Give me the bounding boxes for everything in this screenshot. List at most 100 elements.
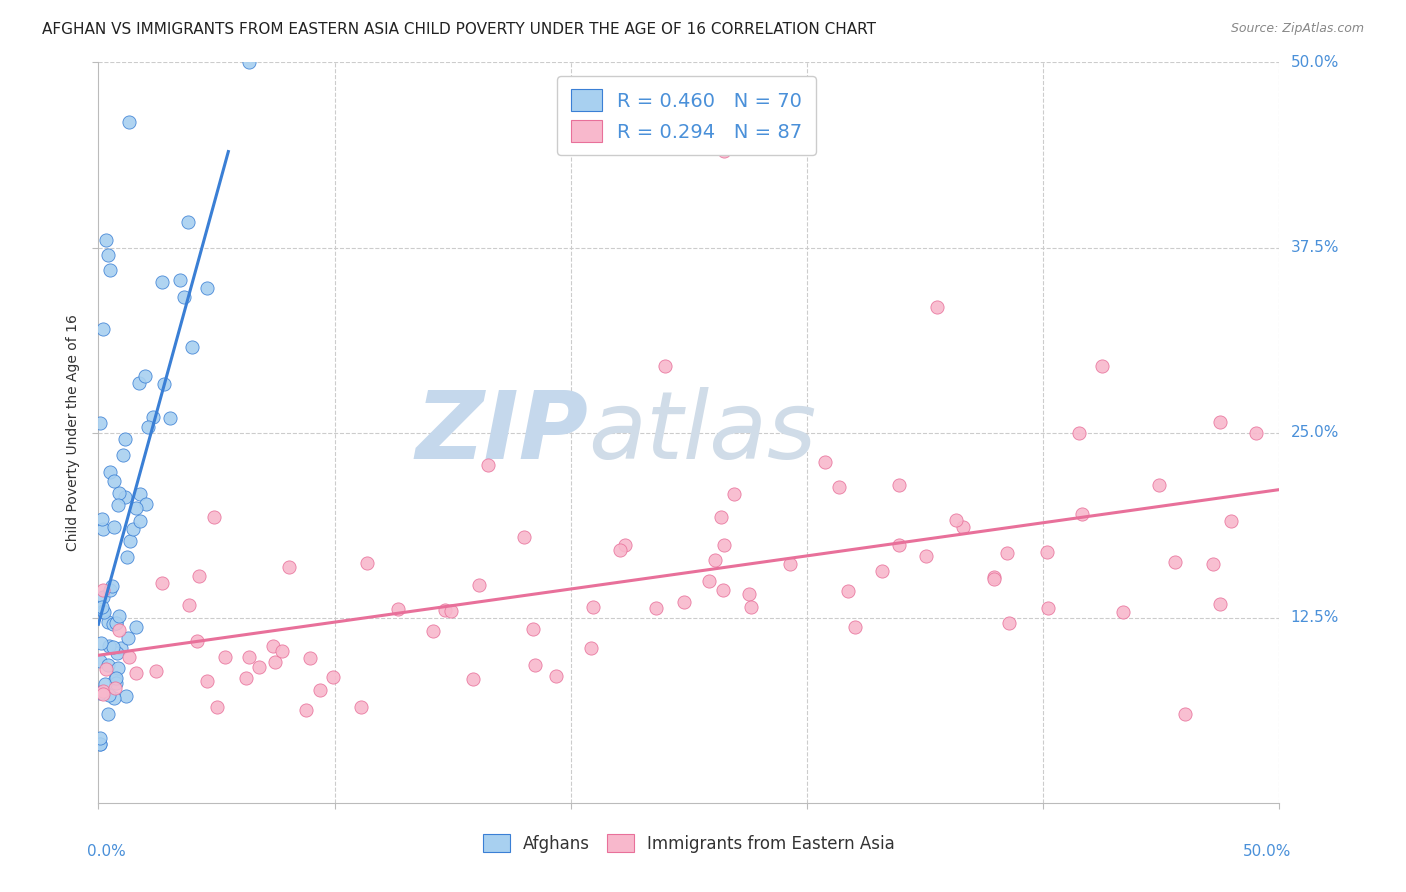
Point <box>89 737 111 751</box>
Point <box>952 519 974 533</box>
Point <box>94 677 117 691</box>
Point <box>125 501 148 516</box>
Point <box>97 639 120 653</box>
Point <box>118 114 141 128</box>
Point <box>644 601 666 615</box>
Point <box>98 262 121 277</box>
Point <box>107 661 129 675</box>
Point <box>115 549 138 564</box>
Point <box>738 587 761 601</box>
Point <box>828 480 851 494</box>
Point <box>150 275 173 289</box>
Point <box>837 584 859 599</box>
Point <box>90 636 112 650</box>
Point <box>1174 706 1197 721</box>
Text: 50.0%: 50.0% <box>1243 844 1291 858</box>
Point <box>90 600 112 615</box>
Point <box>121 523 143 537</box>
Point <box>104 672 127 686</box>
Point <box>104 681 127 695</box>
Point <box>89 737 111 751</box>
Point <box>522 622 544 636</box>
Point <box>94 662 117 676</box>
Point <box>117 631 139 645</box>
Point <box>91 582 114 597</box>
Point <box>294 703 316 717</box>
Point <box>263 656 285 670</box>
Point <box>925 300 948 314</box>
Point <box>89 416 111 430</box>
Point <box>105 616 128 631</box>
Text: ZIP: ZIP <box>416 386 589 479</box>
Point <box>1036 601 1059 615</box>
Point <box>97 657 120 672</box>
Point <box>186 634 208 648</box>
Text: 0.0%: 0.0% <box>87 844 125 858</box>
Point <box>94 233 117 247</box>
Point <box>136 420 159 434</box>
Point <box>1091 359 1114 373</box>
Point <box>945 513 967 527</box>
Point <box>477 458 499 473</box>
Point <box>387 602 409 616</box>
Point <box>298 651 321 665</box>
Point <box>247 660 270 674</box>
Point <box>779 557 801 571</box>
Point <box>1164 555 1187 569</box>
Point <box>1071 507 1094 521</box>
Point <box>271 643 294 657</box>
Point <box>115 690 138 704</box>
Point <box>609 543 631 558</box>
Point <box>887 538 910 552</box>
Point <box>672 594 695 608</box>
Point <box>356 556 378 570</box>
Point <box>110 641 132 656</box>
Point <box>128 486 150 500</box>
Point <box>544 669 567 683</box>
Point <box>108 486 131 500</box>
Point <box>997 615 1019 630</box>
Point <box>93 605 115 619</box>
Point <box>995 546 1018 560</box>
Point <box>1208 597 1230 611</box>
Point <box>461 672 484 686</box>
Point <box>128 376 150 391</box>
Point <box>872 565 894 579</box>
Point <box>205 699 228 714</box>
Point <box>150 575 173 590</box>
Point <box>97 688 120 702</box>
Text: Source: ZipAtlas.com: Source: ZipAtlas.com <box>1230 22 1364 36</box>
Point <box>91 322 114 336</box>
Point <box>176 214 198 228</box>
Point <box>105 646 128 660</box>
Point <box>89 685 111 699</box>
Point <box>262 640 284 654</box>
Point <box>422 624 444 638</box>
Point <box>89 685 111 699</box>
Legend: Afghans, Immigrants from Eastern Asia: Afghans, Immigrants from Eastern Asia <box>475 826 903 861</box>
Point <box>179 598 201 612</box>
Point <box>108 623 131 637</box>
Point <box>914 549 936 563</box>
Point <box>114 432 136 446</box>
Point <box>713 538 735 552</box>
Point <box>238 55 260 70</box>
Point <box>89 654 111 668</box>
Point <box>1067 425 1090 440</box>
Text: 37.5%: 37.5% <box>1291 240 1339 255</box>
Point <box>613 538 636 552</box>
Point <box>103 616 125 631</box>
Text: 25.0%: 25.0% <box>1291 425 1339 440</box>
Point <box>159 410 181 425</box>
Point <box>142 409 165 424</box>
Point <box>97 248 120 262</box>
Point <box>581 640 603 655</box>
Point <box>101 640 124 654</box>
Point <box>214 649 236 664</box>
Point <box>153 377 176 392</box>
Point <box>91 684 114 698</box>
Point <box>103 520 125 534</box>
Point <box>125 665 148 680</box>
Point <box>108 608 131 623</box>
Point <box>710 509 733 524</box>
